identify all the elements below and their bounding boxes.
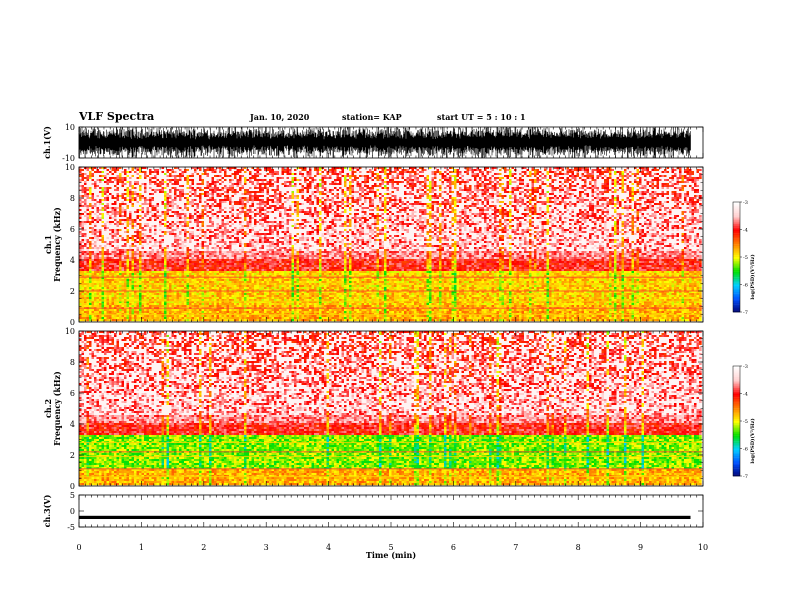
y-tick-label-panel-1: 10 xyxy=(65,123,75,132)
x-tick-label: 8 xyxy=(576,543,581,552)
y-tick-label-panel-2: 10 xyxy=(65,163,75,172)
y-axis-label-panel-1: ch.1(V) xyxy=(42,126,52,159)
colorbar-tick-label: -4 xyxy=(743,228,748,234)
colorbar-tick-label: -3 xyxy=(743,200,748,206)
x-tick-label: 1 xyxy=(139,543,144,552)
y-axis-label-panel-3-line2: Frequency (kHz) xyxy=(52,371,62,446)
y-tick-label-panel-2: 4 xyxy=(70,256,75,265)
x-tick-label: 6 xyxy=(451,543,456,552)
y-tick-label-panel-3: 0 xyxy=(70,482,75,491)
x-tick-label: 9 xyxy=(638,543,643,552)
x-tick-label: 3 xyxy=(264,543,269,552)
y-tick-label-panel-2: 6 xyxy=(70,225,75,234)
colorbar-tick-label: -6 xyxy=(743,447,748,453)
x-tick-label: 2 xyxy=(201,543,206,552)
y-tick-label-panel-4: -5 xyxy=(67,523,75,532)
ch2-spectrogram-image xyxy=(79,331,703,485)
colorbar-tick-label: -7 xyxy=(743,474,748,480)
y-tick-label-panel-4: 0 xyxy=(70,507,75,516)
y-tick-label-panel-3: 8 xyxy=(70,358,75,367)
x-axis-label: Time (min) xyxy=(366,550,416,560)
y-axis-label-panel-4: ch.3(V) xyxy=(42,494,52,527)
colorbar-tick-label: -3 xyxy=(743,364,748,370)
x-tick-label: 4 xyxy=(326,543,331,552)
colorbar-tick-label: -5 xyxy=(743,255,748,261)
colorbar-tick-label: -6 xyxy=(743,283,748,289)
colorbar-label: log(PSD)(V²/Hz) xyxy=(749,418,756,463)
y-axis-label-panel-2-line2: Frequency (kHz) xyxy=(52,207,62,282)
y-tick-label-panel-1: -10 xyxy=(62,154,75,163)
vlf-figure: 10-10ch.1(V)0246810ch.1 Frequency (kHz)02… xyxy=(0,0,792,612)
y-tick-label-panel-3: 4 xyxy=(70,420,75,429)
colorbar-2: -3 -4 -5 -6 -7 log(PSD)(V²/Hz) xyxy=(733,364,756,480)
y-tick-label-panel-3: 6 xyxy=(70,389,75,398)
x-tick-label: 10 xyxy=(698,543,708,552)
y-tick-label-panel-2: 8 xyxy=(70,194,75,203)
y-tick-label-panel-3: 2 xyxy=(70,451,75,460)
y-tick-label-panel-2: 0 xyxy=(70,318,75,327)
x-tick-label: 7 xyxy=(513,543,518,552)
ch1-spectrogram-image xyxy=(79,167,703,321)
y-tick-label-panel-2: 2 xyxy=(70,287,75,296)
x-tick-label: 0 xyxy=(76,543,81,552)
y-tick-label-panel-3: 10 xyxy=(65,327,75,336)
ch3-waveform-trace xyxy=(79,516,691,519)
colorbar-tick-label: -4 xyxy=(743,392,748,398)
colorbar-tick-label: -5 xyxy=(743,419,748,425)
ch1-waveform-trace xyxy=(79,127,691,158)
colorbar-label: log(PSD)(V²/Hz) xyxy=(749,254,756,299)
colorbar-1: -3 -4 -5 -6 -7 log(PSD)(V²/Hz) xyxy=(733,200,756,316)
y-tick-label-panel-4: 5 xyxy=(70,491,75,500)
colorbar-tick-label: -7 xyxy=(743,310,748,316)
